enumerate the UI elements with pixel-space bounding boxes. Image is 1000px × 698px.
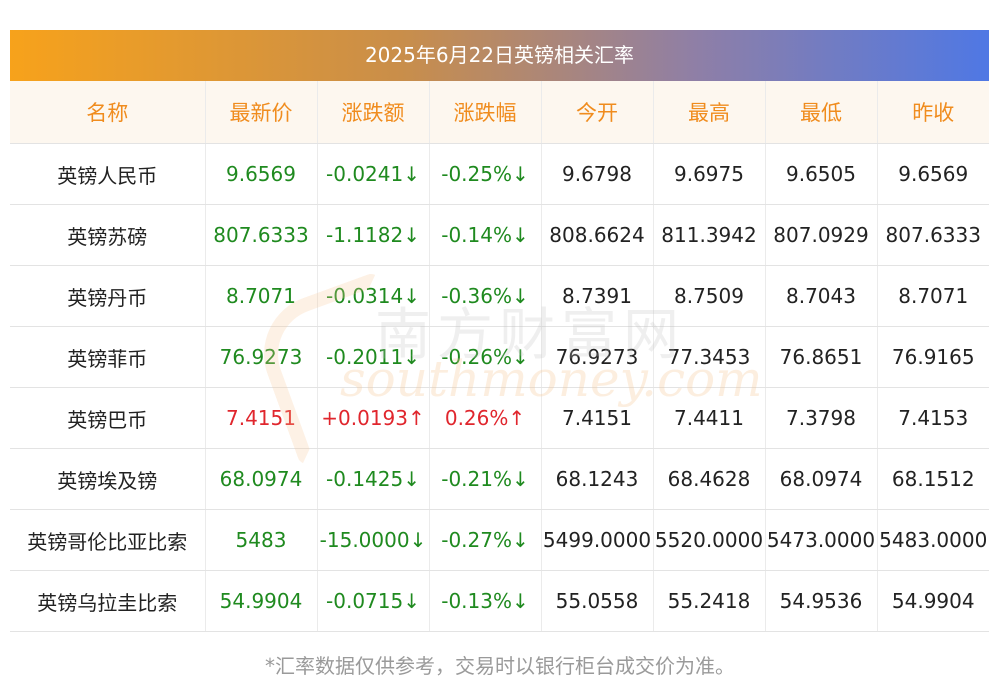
- cell-prev-close: 54.9904: [877, 570, 989, 632]
- table-row: 英镑埃及镑 68.0974 -0.1425↓ -0.21%↓ 68.1243 68.462…: [10, 448, 989, 510]
- cell-name: 英镑菲币: [10, 326, 206, 388]
- cell-change: -0.2011↓: [317, 326, 430, 388]
- cell-latest: 76.9273: [205, 326, 318, 388]
- header-open: 今开: [541, 81, 654, 144]
- cell-high: 7.4411: [653, 387, 766, 449]
- cell-open: 76.9273: [541, 326, 654, 388]
- cell-change-pct: -0.13%↓: [429, 570, 542, 632]
- cell-latest: 5483: [205, 509, 318, 571]
- cell-high: 55.2418: [653, 570, 766, 632]
- cell-name: 英镑苏磅: [10, 204, 206, 266]
- cell-change-pct: -0.26%↓: [429, 326, 542, 388]
- header-high: 最高: [653, 81, 766, 144]
- cell-high: 77.3453: [653, 326, 766, 388]
- cell-change: +0.0193↑: [317, 387, 430, 449]
- cell-prev-close: 68.1512: [877, 448, 989, 510]
- cell-open: 7.4151: [541, 387, 654, 449]
- cell-open: 55.0558: [541, 570, 654, 632]
- cell-change-pct: -0.14%↓: [429, 204, 542, 266]
- table-row: 英镑哥伦比亚比索 5483 -15.0000↓ -0.27%↓ 5499.0000 552…: [10, 509, 989, 571]
- cell-high: 811.3942: [653, 204, 766, 266]
- cell-low: 68.0974: [765, 448, 878, 510]
- cell-latest: 807.6333: [205, 204, 318, 266]
- header-change: 涨跌额: [317, 81, 430, 144]
- cell-open: 5499.0000: [541, 509, 654, 571]
- rates-table: 名称 最新价 涨跌额 涨跌幅 今开 最高 最低 昨收 英镑人民币 9.6569 -0…: [10, 81, 989, 632]
- cell-open: 9.6798: [541, 143, 654, 205]
- cell-prev-close: 5483.0000: [877, 509, 989, 571]
- disclaimer-note: *汇率数据仅供参考，交易时以银行柜台成交价为准。: [265, 654, 735, 678]
- cell-open: 68.1243: [541, 448, 654, 510]
- table-header-row: 名称 最新价 涨跌额 涨跌幅 今开 最高 最低 昨收: [10, 81, 989, 144]
- cell-name: 英镑巴币: [10, 387, 206, 449]
- cell-high: 5520.0000: [653, 509, 766, 571]
- cell-change: -0.0715↓: [317, 570, 430, 632]
- page-title: 2025年6月22日英镑相关汇率: [10, 30, 989, 81]
- cell-change: -0.0241↓: [317, 143, 430, 205]
- cell-high: 9.6975: [653, 143, 766, 205]
- cell-latest: 54.9904: [205, 570, 318, 632]
- cell-high: 68.4628: [653, 448, 766, 510]
- cell-open: 808.6624: [541, 204, 654, 266]
- cell-low: 76.8651: [765, 326, 878, 388]
- cell-change-pct: -0.25%↓: [429, 143, 542, 205]
- cell-name: 英镑埃及镑: [10, 448, 206, 510]
- cell-latest: 9.6569: [205, 143, 318, 205]
- cell-latest: 8.7071: [205, 265, 318, 327]
- cell-change: -15.0000↓: [317, 509, 430, 571]
- cell-change-pct: -0.27%↓: [429, 509, 542, 571]
- cell-latest: 7.4151: [205, 387, 318, 449]
- cell-prev-close: 9.6569: [877, 143, 989, 205]
- table-row: 英镑苏磅 807.6333 -1.1182↓ -0.14%↓ 808.6624 811.3…: [10, 204, 989, 266]
- table-row: 英镑乌拉圭比索 54.9904 -0.0715↓ -0.13%↓ 55.0558 55.2…: [10, 570, 989, 632]
- cell-prev-close: 807.6333: [877, 204, 989, 266]
- cell-name: 英镑乌拉圭比索: [10, 570, 206, 632]
- table-row: 英镑菲币 76.9273 -0.2011↓ -0.26%↓ 76.9273 77.3453…: [10, 326, 989, 388]
- cell-prev-close: 8.7071: [877, 265, 989, 327]
- cell-name: 英镑丹币: [10, 265, 206, 327]
- cell-low: 807.0929: [765, 204, 878, 266]
- header-low: 最低: [765, 81, 878, 144]
- table-row: 英镑人民币 9.6569 -0.0241↓ -0.25%↓ 9.6798 9.6975 9.…: [10, 143, 989, 205]
- cell-name: 英镑哥伦比亚比索: [10, 509, 206, 571]
- cell-change: -0.0314↓: [317, 265, 430, 327]
- header-name: 名称: [10, 81, 206, 144]
- header-change-pct: 涨跌幅: [429, 81, 542, 144]
- header-prev-close: 昨收: [877, 81, 989, 144]
- cell-change-pct: -0.36%↓: [429, 265, 542, 327]
- cell-change: -0.1425↓: [317, 448, 430, 510]
- header-latest: 最新价: [205, 81, 318, 144]
- cell-low: 54.9536: [765, 570, 878, 632]
- cell-low: 8.7043: [765, 265, 878, 327]
- cell-low: 5473.0000: [765, 509, 878, 571]
- cell-latest: 68.0974: [205, 448, 318, 510]
- cell-open: 8.7391: [541, 265, 654, 327]
- cell-prev-close: 7.4153: [877, 387, 989, 449]
- table-row: 英镑丹币 8.7071 -0.0314↓ -0.36%↓ 8.7391 8.7509 8.7…: [10, 265, 989, 327]
- cell-low: 7.3798: [765, 387, 878, 449]
- cell-prev-close: 76.9165: [877, 326, 989, 388]
- cell-change-pct: 0.26%↑: [429, 387, 542, 449]
- cell-name: 英镑人民币: [10, 143, 206, 205]
- rates-panel: 2025年6月22日英镑相关汇率 名称 最新价 涨跌额 涨跌幅 今开 最高 最低…: [10, 30, 989, 632]
- cell-low: 9.6505: [765, 143, 878, 205]
- cell-high: 8.7509: [653, 265, 766, 327]
- table-row: 英镑巴币 7.4151 +0.0193↑ 0.26%↑ 7.4151 7.4411 7.37…: [10, 387, 989, 449]
- cell-change: -1.1182↓: [317, 204, 430, 266]
- cell-change-pct: -0.21%↓: [429, 448, 542, 510]
